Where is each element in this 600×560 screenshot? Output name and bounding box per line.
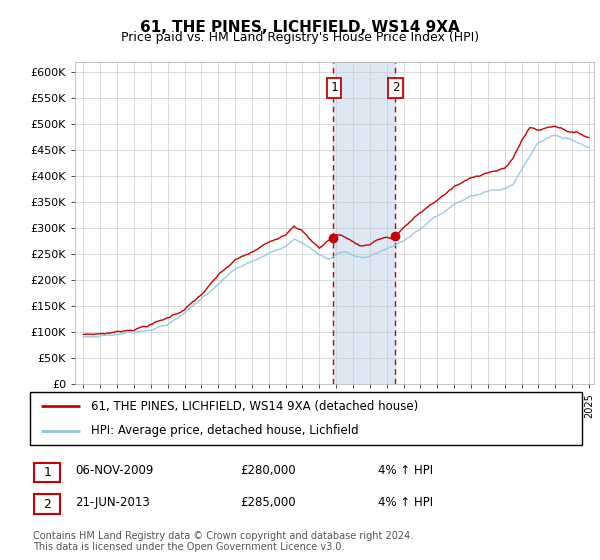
Text: 2: 2 bbox=[392, 81, 399, 94]
Text: 1: 1 bbox=[331, 81, 338, 94]
Text: 61, THE PINES, LICHFIELD, WS14 9XA (detached house): 61, THE PINES, LICHFIELD, WS14 9XA (deta… bbox=[91, 400, 418, 413]
Text: HPI: Average price, detached house, Lichfield: HPI: Average price, detached house, Lich… bbox=[91, 424, 358, 437]
Text: 4% ↑ HPI: 4% ↑ HPI bbox=[378, 464, 433, 477]
Text: 2: 2 bbox=[43, 497, 52, 511]
Text: 61, THE PINES, LICHFIELD, WS14 9XA: 61, THE PINES, LICHFIELD, WS14 9XA bbox=[140, 20, 460, 35]
Bar bbox=[334, 62, 395, 384]
Text: 21-JUN-2013: 21-JUN-2013 bbox=[75, 496, 150, 509]
Text: 4% ↑ HPI: 4% ↑ HPI bbox=[378, 496, 433, 509]
Text: £280,000: £280,000 bbox=[240, 464, 296, 477]
Text: 06-NOV-2009: 06-NOV-2009 bbox=[75, 464, 154, 477]
Text: £285,000: £285,000 bbox=[240, 496, 296, 509]
Text: Contains HM Land Registry data © Crown copyright and database right 2024.
This d: Contains HM Land Registry data © Crown c… bbox=[33, 531, 413, 553]
Text: Price paid vs. HM Land Registry's House Price Index (HPI): Price paid vs. HM Land Registry's House … bbox=[121, 31, 479, 44]
Text: 1: 1 bbox=[43, 465, 52, 479]
